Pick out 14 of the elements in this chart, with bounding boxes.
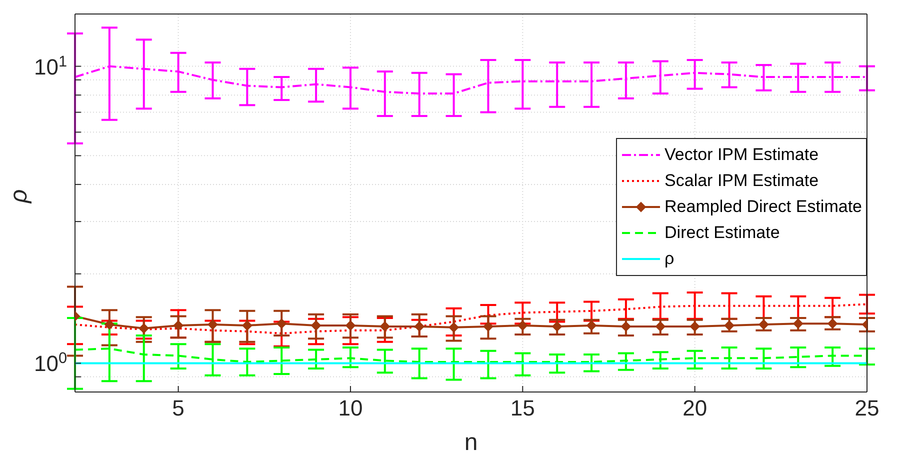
x-tick-label: 10 [338,396,363,421]
x-tick-label: 15 [510,396,535,421]
x-tick-label: 25 [854,396,880,421]
x-axis-title: n [464,429,478,456]
legend-label: Direct Estimate [664,223,780,243]
y-tick-label: 10$^{1}$ [34,52,67,80]
legend-label: ρ [664,249,674,269]
y-axis-title: ρ [6,189,33,204]
legend-label: Reampled Direct Estimate [664,197,862,217]
legend-label: Scalar IPM Estimate [664,171,819,191]
legend-label: Vector IPM Estimate [664,145,819,165]
y-tick-label: 10$^{0}$ [34,350,67,376]
x-tick-label: 20 [682,396,708,421]
x-tick-label: 5 [172,396,184,421]
